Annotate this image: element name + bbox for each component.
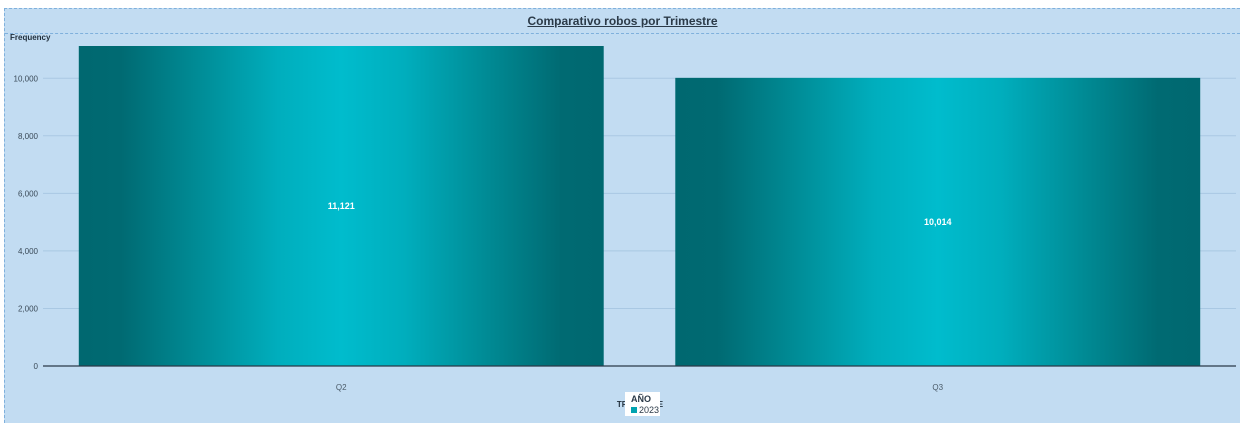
bar-q3[interactable] <box>675 77 1201 367</box>
legend-title: AÑO <box>631 394 651 404</box>
data-label: 11,121 <box>328 201 355 211</box>
data-label: 10,014 <box>924 217 952 227</box>
chart-legend[interactable]: AÑO 2023 <box>625 392 660 416</box>
y-tick-label: 6,000 <box>18 189 39 198</box>
bar-q2[interactable] <box>78 46 604 366</box>
chart-title-bar: Comparativo robos por Trimestre <box>5 9 1240 34</box>
y-tick-label: 4,000 <box>18 247 39 256</box>
chart-title[interactable]: Comparativo robos por Trimestre <box>527 14 718 28</box>
y-tick-label: 8,000 <box>18 132 39 141</box>
x-tick-label: Q2 <box>336 383 347 392</box>
y-tick-label: 0 <box>34 362 39 371</box>
x-tick-label: Q3 <box>932 383 943 392</box>
y-tick-label: 2,000 <box>18 304 39 313</box>
legend-item-label: 2023 <box>639 405 660 415</box>
legend-item-2023[interactable]: 2023 <box>631 405 660 415</box>
y-tick-label: 10,000 <box>14 74 39 83</box>
legend-swatch <box>631 407 637 413</box>
y-axis-label: Frequency <box>10 33 51 42</box>
